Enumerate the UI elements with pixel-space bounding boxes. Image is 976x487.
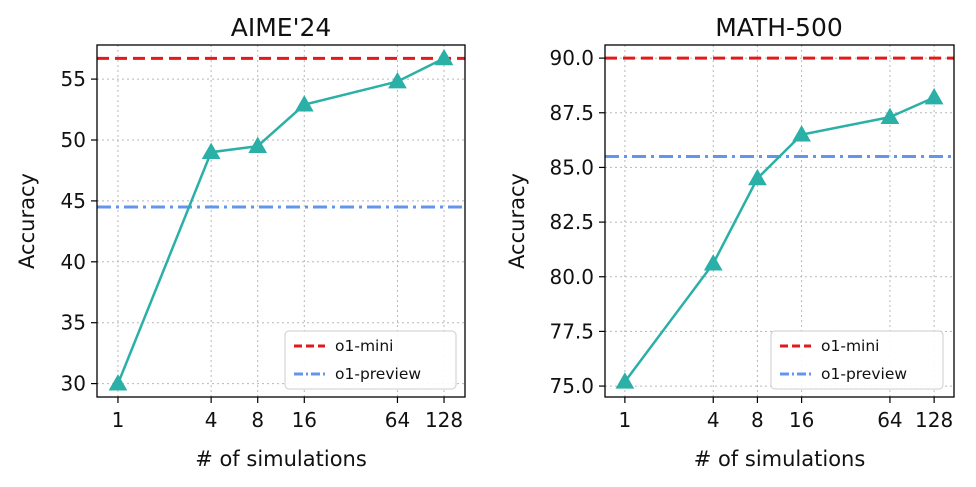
y-tick-label: 85.0 [549, 155, 594, 179]
x-axis-label: # of simulations [694, 447, 866, 471]
series-line [116, 57, 445, 385]
legend-label-o1-preview: o1-preview [821, 365, 907, 383]
data-point [108, 374, 128, 391]
x-tick-label: 8 [251, 408, 264, 432]
chart-title: AIME'24 [231, 13, 332, 42]
y-tick-label: 35 [61, 311, 86, 335]
y-tick-label: 45 [61, 189, 86, 213]
data-point [294, 95, 314, 112]
x-tick-label: 4 [205, 408, 218, 432]
x-axis-label: # of simulations [195, 447, 367, 471]
data-point [388, 72, 407, 89]
chart-title: MATH-500 [715, 13, 843, 42]
x-tick-label: 128 [915, 408, 953, 432]
legend-label-o1-preview: o1-preview [335, 365, 421, 383]
x-tick-label: 1 [112, 408, 125, 432]
legend-label-o1-mini: o1-mini [821, 337, 879, 355]
legend: o1-mini o1-preview [284, 330, 457, 390]
legend-box [770, 330, 944, 390]
y-tick-label: 50 [61, 128, 86, 152]
chart-2: MATH-500 1 4 8 16 64 128 75.0 77.5 80.0 82.5 85.0 87… [505, 13, 955, 471]
data-point [703, 254, 723, 271]
y-tick-label: 90.0 [549, 46, 594, 70]
plot-frame [604, 44, 955, 398]
x-tick-label: 16 [789, 408, 814, 432]
legend-box [284, 330, 457, 390]
y-tick-label: 55 [61, 67, 86, 91]
x-tick-label: 64 [385, 408, 410, 432]
x-tick-label: 128 [425, 408, 463, 432]
y-axis-label: Accuracy [15, 173, 39, 269]
data-point [924, 87, 944, 105]
y-tick-label: 82.5 [549, 210, 594, 234]
x-tick-label: 8 [751, 408, 764, 432]
data-point [792, 125, 811, 142]
y-tick-label: 87.5 [549, 101, 594, 125]
data-point [615, 372, 635, 389]
x-tick-label: 4 [707, 408, 720, 432]
y-tick-label: 40 [61, 250, 86, 274]
y-tick-label: 77.5 [549, 319, 594, 343]
data-point [880, 107, 900, 125]
chart-1: AIME'24 1 4 8 16 64 128 30 35 40 45 50 55 # of simula… [15, 13, 466, 471]
legend: o1-mini o1-preview [770, 330, 944, 390]
legend-label-o1-mini: o1-mini [335, 337, 393, 355]
data-point [201, 142, 221, 160]
x-tick-label: 64 [877, 408, 902, 432]
data-point [434, 48, 454, 66]
series-line [623, 96, 935, 383]
y-tick-label: 80.0 [549, 265, 594, 289]
y-tick-label: 30 [61, 372, 86, 396]
x-tick-label: 1 [619, 408, 632, 432]
y-axis-label: Accuracy [505, 173, 529, 269]
data-point [748, 168, 767, 186]
data-point [248, 136, 268, 153]
y-tick-label: 75.0 [549, 374, 594, 398]
x-tick-label: 16 [292, 408, 317, 432]
plot-frame [96, 44, 466, 398]
